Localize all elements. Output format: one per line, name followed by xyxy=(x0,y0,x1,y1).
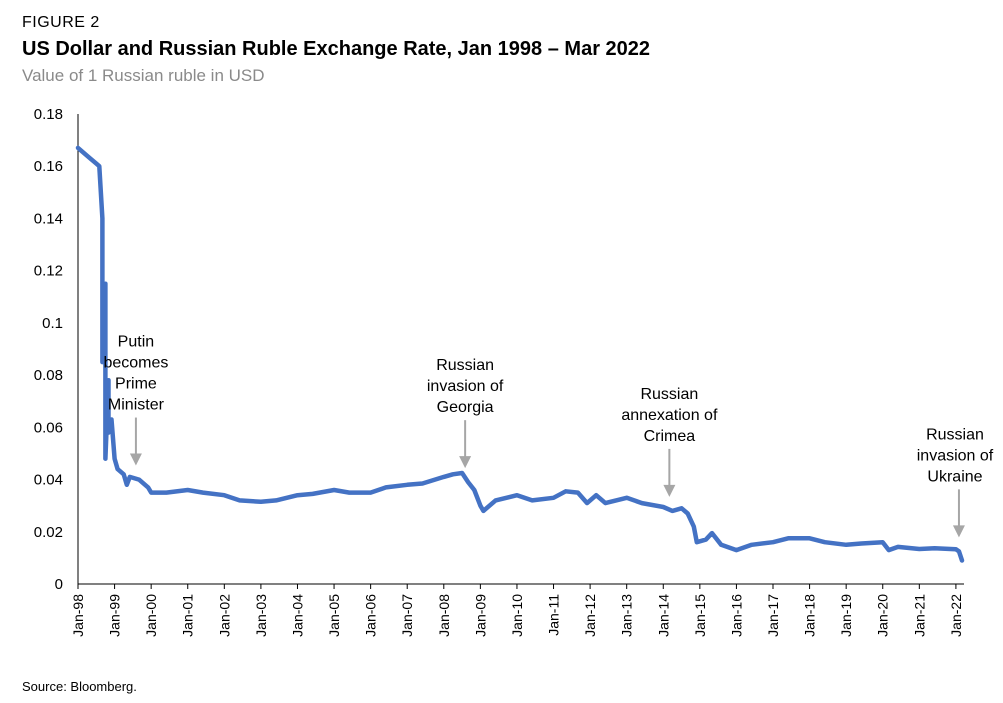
annotations-group: Putin becomes Prime Minister Russian invasion… xyxy=(103,334,994,538)
annotation-text: Putin xyxy=(118,334,154,351)
annotation-text: Georgia xyxy=(437,399,494,416)
x-tick-label: Jan-98 xyxy=(70,594,86,637)
y-tick-label: 0.12 xyxy=(34,263,63,280)
x-tick-label: Jan-16 xyxy=(728,594,744,637)
annotation-text: Russian xyxy=(640,386,698,403)
y-tick-label: 0.02 xyxy=(34,524,63,541)
source-note: Source: Bloomberg. xyxy=(22,679,137,694)
annotation-text: invasion of xyxy=(917,447,994,464)
x-tick-label: Jan-02 xyxy=(216,594,232,637)
annotation-text: invasion of xyxy=(427,378,504,395)
annotation-arrow-head xyxy=(663,484,676,497)
exchange-rate-line xyxy=(75,145,965,563)
y-tick-label: 0.08 xyxy=(34,367,63,384)
x-tick-label: Jan-05 xyxy=(326,594,342,637)
annotation-arrow-head xyxy=(952,525,965,538)
x-tick-label: Jan-99 xyxy=(107,594,123,637)
y-tick-label: 0.16 xyxy=(34,158,63,175)
x-tick-label: Jan-22 xyxy=(948,594,964,637)
x-tick-label: Jan-21 xyxy=(911,594,927,637)
annotation-text: Ukraine xyxy=(927,468,982,485)
x-tick-label: Jan-12 xyxy=(582,594,598,637)
x-tick-label: Jan-10 xyxy=(509,594,525,637)
annotation-text: Prime xyxy=(115,376,157,393)
x-tick-label: Jan-13 xyxy=(619,594,635,637)
annotation-arrow-head xyxy=(129,453,142,466)
axes: 0 0.02 0.04 0.06 0.08 0.1 0.12 0.14 0.16 0.18 Jan-… xyxy=(34,106,964,637)
annotation-text: Russian xyxy=(926,426,984,443)
x-tick-label: Jan-18 xyxy=(802,594,818,637)
chart-title: US Dollar and Russian Ruble Exchange Rat… xyxy=(22,38,651,60)
x-tick-label: Jan-07 xyxy=(399,594,415,637)
x-tick-label: Jan-04 xyxy=(289,594,305,637)
x-tick-label: Jan-20 xyxy=(875,594,891,637)
x-tick-label: Jan-09 xyxy=(472,594,488,637)
series-group xyxy=(75,145,965,563)
x-tick-label: Jan-14 xyxy=(655,594,671,637)
annotation-text: Russian xyxy=(436,357,494,374)
y-tick-label: 0.18 xyxy=(34,106,63,123)
x-tick-label: Jan-06 xyxy=(363,594,379,637)
annotation-text: becomes xyxy=(103,355,168,372)
x-tick-label: Jan-03 xyxy=(253,594,269,637)
x-tick-label: Jan-01 xyxy=(180,594,196,637)
x-tick-label: Jan-19 xyxy=(838,594,854,637)
y-tick-label: 0 xyxy=(55,576,63,593)
chart-subtitle: Value of 1 Russian ruble in USD xyxy=(22,66,265,85)
x-tick-label: Jan-11 xyxy=(546,594,562,636)
figure-label: FIGURE 2 xyxy=(22,14,100,31)
x-tick-label: Jan-08 xyxy=(436,594,452,637)
y-tick-label: 0.14 xyxy=(34,210,63,227)
x-tick-label: Jan-00 xyxy=(143,594,159,637)
annotation-text: Minister xyxy=(108,397,165,414)
x-tick-label: Jan-15 xyxy=(692,594,708,637)
x-tick-label: Jan-17 xyxy=(765,594,781,637)
y-tick-label: 0.06 xyxy=(34,419,63,436)
annotation-text: Crimea xyxy=(644,428,696,445)
y-tick-label: 0.1 xyxy=(42,315,63,332)
y-tick-label: 0.04 xyxy=(34,472,63,489)
annotation-arrow-head xyxy=(459,456,472,469)
annotation-text: annexation of xyxy=(621,407,718,424)
